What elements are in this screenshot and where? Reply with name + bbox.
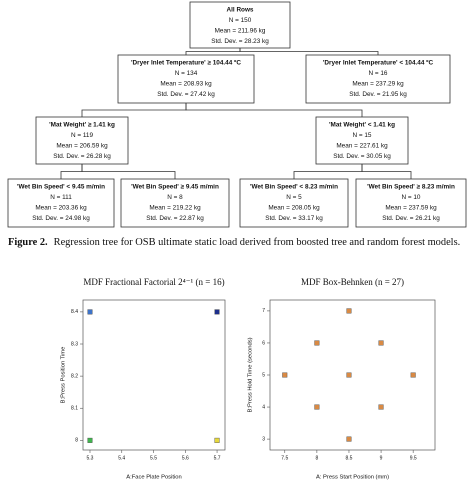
- x-tick-label: 5.4: [118, 455, 125, 461]
- node-stat: Std. Dev. = 30.05 kg: [333, 153, 391, 160]
- y-tick-label: 7: [262, 308, 265, 314]
- x-tick-label: 8.5: [345, 455, 352, 461]
- data-point: [314, 404, 320, 410]
- tree-edge: [185, 103, 363, 117]
- x-tick-label: 5.6: [182, 455, 189, 461]
- data-point: [346, 436, 352, 442]
- x-axis-label: A: Press Start Position (mm): [316, 475, 389, 481]
- node-stat: Mean = 203.36 kg: [35, 205, 87, 212]
- node-stat: Std. Dev. = 24.98 kg: [32, 215, 90, 222]
- x-axis-label: A:Face Plate Position: [126, 475, 181, 481]
- node-stat: Std. Dev. = 22.87 kg: [146, 215, 204, 222]
- node-stat: N = 119: [71, 132, 94, 139]
- chart-title: MDF Box-Behnken (n = 27): [301, 277, 404, 287]
- data-point: [378, 340, 384, 346]
- node-stat: Mean = 219.22 kg: [149, 205, 201, 212]
- node-stat: N = 5: [286, 194, 302, 201]
- y-tick-label: 5: [262, 372, 265, 378]
- tree-edge: [60, 164, 83, 179]
- y-tick-label: 8.4: [71, 309, 78, 315]
- node-stat: Std. Dev. = 26.21 kg: [382, 215, 440, 222]
- node-stat: Mean = 237.59 kg: [385, 205, 437, 212]
- node-stat: Std. Dev. = 33.17 kg: [265, 215, 323, 222]
- tree-node: [189, 1, 291, 49]
- tree-edge: [293, 164, 363, 179]
- plot-area: [82, 299, 226, 451]
- node-stat: Std. Dev. = 26.28 kg: [53, 153, 111, 160]
- node-stat: N = 134: [175, 70, 198, 77]
- node-stat: Mean = 208.05 kg: [268, 205, 320, 212]
- data-point: [410, 372, 416, 378]
- data-point: [346, 308, 352, 314]
- node-label: All Rows: [227, 7, 254, 14]
- y-tick-label: 8.1: [71, 406, 78, 412]
- tree-node: [305, 54, 451, 104]
- node-stat: N = 15: [352, 132, 371, 139]
- node-stat: Std. Dev. = 21.95 kg: [349, 91, 407, 98]
- tree-edge: [81, 164, 176, 179]
- data-point: [214, 309, 220, 315]
- data-point: [87, 309, 93, 315]
- node-label: 'Mat Weight' < 1.41 kg: [329, 122, 395, 129]
- tree-node: [117, 54, 255, 104]
- node-stat: N = 150: [229, 17, 252, 24]
- tree-node: [239, 178, 349, 228]
- caption-label: Figure 2.: [8, 237, 48, 248]
- y-tick-label: 8.3: [71, 341, 78, 347]
- tree-edge: [81, 103, 187, 117]
- tree-node: [355, 178, 467, 228]
- node-stat: N = 8: [167, 194, 183, 201]
- node-label: 'Mat Weight' ≥ 1.41 kg: [49, 122, 115, 129]
- x-tick-label: 9: [380, 455, 383, 461]
- x-tick-label: 5.5: [150, 455, 157, 461]
- node-stat: Std. Dev. = 27.42 kg: [157, 91, 215, 98]
- x-tick-label: 8: [315, 455, 318, 461]
- data-point: [214, 437, 220, 443]
- node-label: 'Wet Bin Speed' ≥ 8.23 m/min: [367, 184, 455, 191]
- caption-text: Regression tree for OSB ultimate static …: [53, 237, 461, 248]
- y-axis-label: B:Press Hold Time (seconds): [248, 337, 254, 412]
- tree-edge: [185, 48, 241, 55]
- node-stat: Mean = 211.96 kg: [215, 28, 266, 35]
- tree-edge: [361, 164, 412, 179]
- tree-edge: [239, 48, 379, 55]
- node-label: 'Wet Bin Speed' ≥ 9.45 m/min: [131, 184, 219, 191]
- y-tick-label: 8.2: [71, 373, 78, 379]
- y-axis-label: B:Press Position Time: [61, 347, 67, 404]
- tree-node: [35, 116, 129, 165]
- y-tick-label: 6: [262, 340, 265, 346]
- node-stat: Mean = 237.29 kg: [352, 81, 404, 88]
- node-stat: Std. Dev. = 28.23 kg: [211, 38, 269, 45]
- data-point: [346, 372, 352, 378]
- y-tick-label: 4: [262, 404, 265, 410]
- y-tick-label: 8: [75, 438, 78, 444]
- node-label: 'Wet Bin Speed' < 8.23 m/min: [250, 184, 338, 191]
- x-tick-label: 7.5: [281, 455, 288, 461]
- node-stat: Mean = 206.59 kg: [56, 143, 108, 150]
- node-stat: Mean = 227.61 kg: [336, 143, 388, 150]
- node-label: 'Dryer Inlet Temperature' < 104.44 ºC: [323, 60, 434, 67]
- data-point: [87, 437, 93, 443]
- node-label: 'Dryer Inlet Temperature' ≥ 104.44 ºC: [131, 60, 241, 67]
- tree-node: [315, 116, 409, 165]
- x-tick-label: 5.3: [87, 455, 94, 461]
- y-tick-label: 3: [262, 436, 265, 442]
- tree-node: [7, 178, 115, 228]
- data-point: [314, 340, 320, 346]
- plot-area: [269, 299, 436, 451]
- node-label: 'Wet Bin Speed' < 9.45 m/min: [17, 184, 105, 191]
- x-tick-label: 9.5: [410, 455, 417, 461]
- node-stat: N = 111: [50, 194, 72, 201]
- x-tick-label: 5.7: [214, 455, 221, 461]
- node-stat: N = 10: [401, 194, 420, 201]
- caption: Figure 2. Regression tree for OSB ultimat…: [8, 236, 466, 250]
- tree-node: [120, 178, 230, 228]
- node-stat: Mean = 208.93 kg: [160, 81, 212, 88]
- node-stat: N = 16: [368, 70, 387, 77]
- chart-title: MDF Fractional Factorial 2⁴⁻¹ (n = 16): [83, 277, 224, 287]
- data-point: [378, 404, 384, 410]
- data-point: [282, 372, 288, 378]
